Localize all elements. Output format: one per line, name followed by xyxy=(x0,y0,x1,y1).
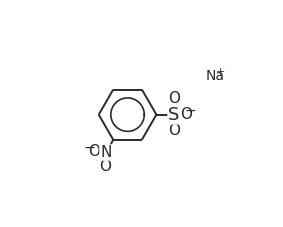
Text: O: O xyxy=(180,107,192,122)
Text: O: O xyxy=(168,123,180,138)
Text: O: O xyxy=(99,159,111,174)
Text: +: + xyxy=(215,67,225,77)
Text: S: S xyxy=(168,106,180,124)
Text: −: − xyxy=(185,104,196,118)
Text: N: N xyxy=(100,145,112,160)
Text: +: + xyxy=(104,144,113,154)
Text: Na: Na xyxy=(205,69,224,83)
Text: O: O xyxy=(168,91,180,106)
Text: −: − xyxy=(83,141,95,155)
Text: O: O xyxy=(88,144,100,159)
